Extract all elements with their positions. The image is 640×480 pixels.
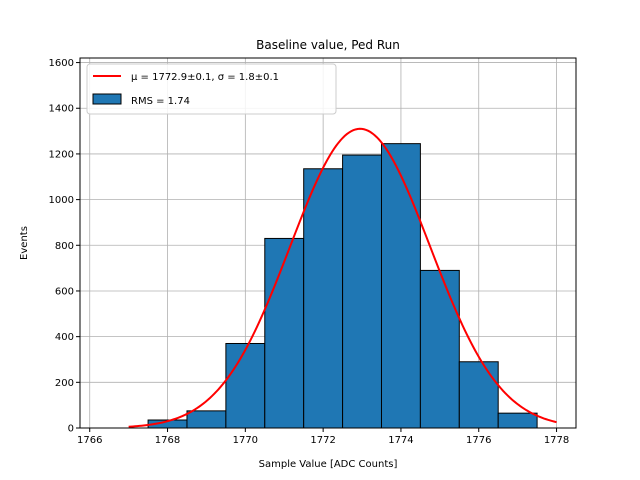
legend-hist-swatch	[92, 93, 122, 105]
gaussian-fit	[128, 127, 557, 428]
histogram-bar	[303, 168, 344, 429]
histogram-bars	[109, 143, 538, 429]
legend: μ = 1772.9±0.1, σ = 1.8±0.1 RMS = 1.74	[86, 63, 337, 115]
y-tick-label: 200	[55, 378, 74, 389]
histogram-bar	[186, 410, 227, 429]
histogram-bar	[342, 154, 382, 429]
y-axis-label: Events	[19, 226, 30, 260]
x-tick-label: 1768	[155, 435, 180, 446]
y-tick-label: 600	[55, 286, 74, 297]
y-tick-label: 0	[68, 424, 74, 435]
y-tick-label: 800	[55, 241, 74, 252]
legend-hist-label: RMS = 1.74	[131, 96, 190, 107]
x-axis-label: Sample Value [ADC Counts]	[259, 459, 398, 470]
x-axis-ticks: 1766 1768 1770 1772 1774 1776 1778	[77, 428, 569, 446]
histogram-bar	[225, 342, 266, 429]
histogram-bar	[497, 412, 538, 429]
x-tick-label: 1770	[233, 435, 258, 446]
histogram-bar	[458, 361, 499, 429]
legend-fit-label: μ = 1772.9±0.1, σ = 1.8±0.1	[131, 72, 279, 83]
plot-area-frame	[79, 57, 577, 429]
histogram-bar	[264, 237, 305, 429]
y-tick-label: 1200	[49, 149, 74, 160]
legend-box	[86, 63, 337, 115]
y-tick-label: 1000	[49, 195, 74, 206]
chart-title: Baseline value, Ped Run	[256, 38, 400, 52]
x-tick-label: 1776	[466, 435, 491, 446]
y-axis-ticks: 0 200 400 600 800 1000 1200 1400 1600	[49, 58, 80, 435]
histogram-bar	[380, 143, 421, 429]
x-tick-label: 1772	[310, 435, 335, 446]
x-tick-label: 1766	[77, 435, 102, 446]
fit-curve	[128, 127, 557, 428]
y-tick-label: 1400	[49, 104, 74, 115]
y-tick-label: 400	[55, 332, 74, 343]
histogram-bar	[419, 269, 460, 429]
x-tick-label: 1778	[544, 435, 569, 446]
x-tick-label: 1774	[388, 435, 413, 446]
y-tick-label: 1600	[49, 58, 74, 69]
